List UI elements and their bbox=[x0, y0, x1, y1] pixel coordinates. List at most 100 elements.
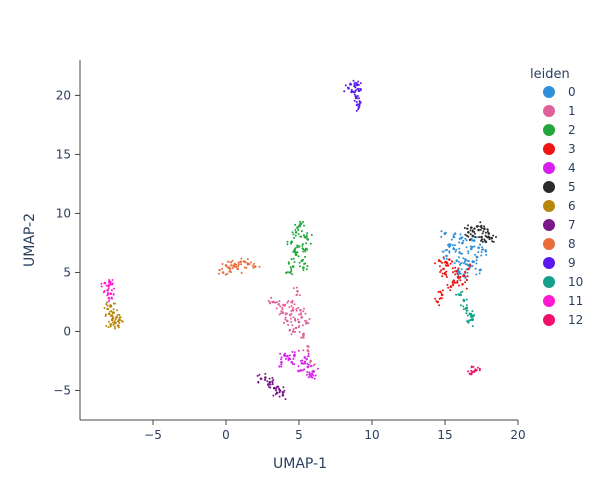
cluster-5-point bbox=[480, 226, 483, 229]
cluster-2-point bbox=[294, 253, 298, 257]
cluster-10-point bbox=[466, 314, 469, 317]
cluster-3-point bbox=[435, 300, 438, 303]
points-layer bbox=[100, 79, 497, 401]
cluster-4-point bbox=[293, 351, 296, 354]
cluster-2-point bbox=[294, 223, 297, 226]
cluster-2-point bbox=[297, 229, 300, 231]
cluster-2-point bbox=[290, 258, 293, 261]
cluster-8-point bbox=[243, 260, 247, 264]
cluster-11-point bbox=[107, 293, 110, 296]
cluster-4-point bbox=[301, 359, 304, 362]
cluster-2-point bbox=[302, 234, 305, 237]
cluster-6-point bbox=[112, 308, 115, 311]
cluster-0-point bbox=[464, 263, 467, 266]
cluster-11-point bbox=[103, 281, 107, 285]
cluster-11-point bbox=[112, 293, 115, 296]
cluster-1-point bbox=[277, 303, 280, 306]
cluster-3-point bbox=[438, 265, 441, 268]
cluster-12-point bbox=[477, 366, 479, 369]
cluster-9-point bbox=[357, 80, 360, 83]
cluster-10-point bbox=[462, 308, 465, 311]
cluster-4-point bbox=[313, 377, 316, 380]
cluster-10-point bbox=[455, 293, 458, 296]
cluster-0-point bbox=[473, 245, 476, 248]
cluster-1-point bbox=[305, 320, 308, 323]
cluster-8-point bbox=[226, 260, 229, 263]
cluster-0-point bbox=[448, 243, 451, 246]
cluster-3-point bbox=[456, 280, 459, 282]
cluster-5-point bbox=[473, 227, 476, 230]
cluster-2-point bbox=[299, 220, 302, 223]
legend-swatch-10 bbox=[543, 276, 555, 288]
cluster-4-point bbox=[290, 360, 294, 364]
cluster-7-point bbox=[268, 377, 271, 380]
cluster-4-point bbox=[283, 355, 286, 357]
cluster-1-point bbox=[295, 309, 298, 312]
cluster-1-point bbox=[282, 303, 284, 306]
cluster-7-point bbox=[256, 374, 259, 377]
cluster-6-point bbox=[111, 321, 114, 324]
cluster-8-point bbox=[235, 263, 238, 266]
cluster-2-point bbox=[306, 238, 310, 241]
cluster-3-point bbox=[446, 283, 449, 286]
legend-label-4: 4 bbox=[568, 161, 576, 175]
cluster-4-point bbox=[278, 365, 281, 368]
cluster-8-point bbox=[253, 265, 257, 268]
cluster-1-point bbox=[292, 316, 295, 319]
cluster-8-point bbox=[231, 259, 234, 262]
cluster-10-point bbox=[459, 304, 462, 307]
cluster-5-point bbox=[469, 233, 472, 236]
x-tick-label: −5 bbox=[144, 428, 162, 442]
cluster-3-point bbox=[464, 281, 467, 284]
cluster-9-point bbox=[354, 95, 358, 98]
cluster-0-point bbox=[460, 268, 463, 271]
cluster-8-point bbox=[252, 266, 255, 269]
cluster-6-point bbox=[114, 321, 117, 324]
cluster-0-point bbox=[449, 243, 452, 246]
cluster-4-point bbox=[311, 370, 314, 373]
cluster-1-point bbox=[300, 336, 303, 339]
cluster-9-point bbox=[356, 103, 359, 106]
cluster-1-point bbox=[307, 322, 310, 325]
cluster-11-point bbox=[105, 284, 108, 287]
cluster-8-point bbox=[245, 266, 248, 269]
cluster-1-point bbox=[284, 303, 287, 306]
cluster-0-point bbox=[477, 251, 480, 254]
legend-label-5: 5 bbox=[568, 180, 576, 194]
cluster-2-point bbox=[304, 250, 307, 253]
cluster-2-point bbox=[299, 235, 302, 238]
cluster-0-point bbox=[470, 246, 473, 249]
cluster-6-point bbox=[105, 303, 108, 306]
cluster-6-point bbox=[106, 301, 109, 304]
cluster-3-point bbox=[437, 259, 440, 262]
cluster-9-point bbox=[358, 97, 360, 100]
cluster-3-point bbox=[456, 272, 459, 275]
legend-label-8: 8 bbox=[568, 237, 576, 251]
cluster-10-point bbox=[460, 293, 463, 296]
x-tick-label: 5 bbox=[295, 428, 303, 442]
legend-label-9: 9 bbox=[568, 256, 576, 270]
cluster-1-point bbox=[307, 345, 310, 348]
cluster-9-point bbox=[353, 82, 356, 85]
cluster-1-point bbox=[296, 290, 299, 293]
legend-swatch-6 bbox=[543, 200, 555, 212]
cluster-0-point bbox=[457, 256, 460, 259]
cluster-0-point bbox=[457, 260, 460, 263]
cluster-7-point bbox=[274, 393, 277, 396]
cluster-1-point bbox=[290, 305, 293, 307]
cluster-4-point bbox=[309, 375, 313, 378]
cluster-0-point bbox=[462, 239, 465, 242]
cluster-0-point bbox=[475, 259, 478, 262]
cluster-8-point bbox=[240, 272, 243, 274]
legend-swatch-1 bbox=[543, 105, 555, 117]
cluster-3-point bbox=[454, 266, 457, 269]
cluster-5-point bbox=[473, 231, 476, 233]
cluster-2-point bbox=[305, 242, 308, 245]
cluster-2-point bbox=[293, 248, 296, 252]
cluster-9-point bbox=[357, 87, 360, 90]
cluster-0-point bbox=[458, 251, 461, 254]
cluster-7-point bbox=[271, 381, 274, 384]
cluster-2-point bbox=[300, 222, 303, 225]
cluster-1-point bbox=[300, 313, 303, 316]
